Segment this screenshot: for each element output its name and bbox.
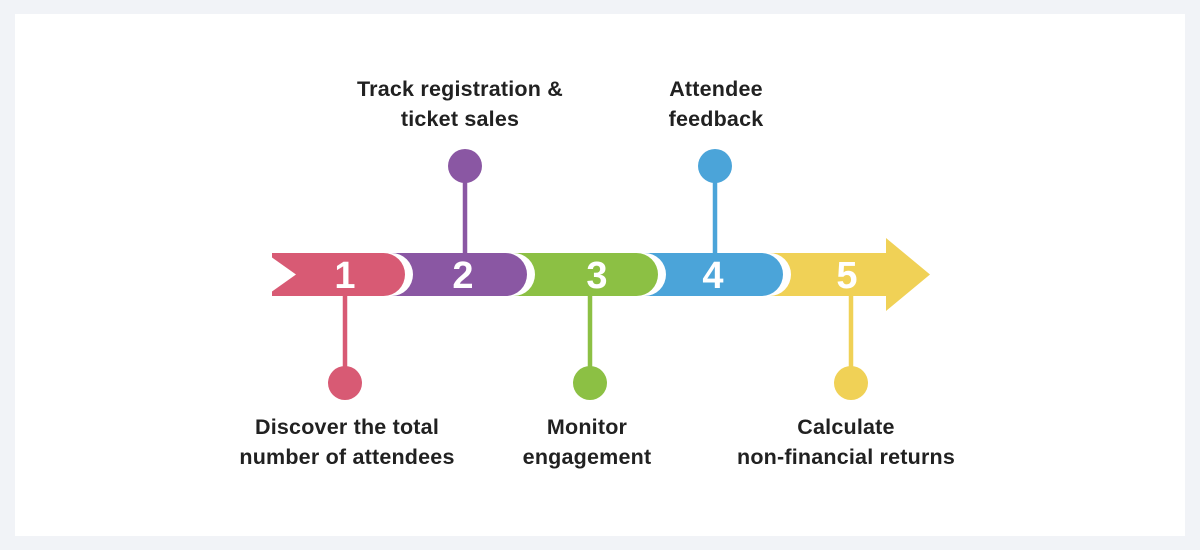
- step-2-segment: [391, 253, 527, 296]
- step-5-label: Calculate non-financial returns: [736, 415, 956, 469]
- step-3-number: 3: [586, 255, 607, 297]
- step-4-number: 4: [702, 255, 723, 297]
- step-5-number: 5: [836, 255, 857, 297]
- step-3-dot: [573, 366, 607, 400]
- step-3-label: Monitor engagement: [522, 415, 652, 469]
- step-2-connector: [448, 149, 482, 253]
- step-3-stem: [587, 296, 593, 368]
- step-1-segment: [272, 253, 405, 296]
- step-4-segment: [644, 253, 783, 296]
- step-1-stem: [342, 296, 348, 368]
- step-2-label: Track registration & ticket sales: [357, 77, 563, 131]
- step-5-stem: [848, 296, 854, 368]
- step-3-segment: [513, 253, 658, 296]
- step-1-connector: [328, 296, 362, 400]
- step-2-dot: [448, 149, 482, 183]
- step-4-connector: [698, 149, 732, 253]
- step-1-number: 1: [334, 255, 355, 297]
- step-5-connector: [834, 296, 868, 400]
- step-4-stem: [712, 182, 718, 253]
- step-3-connector: [573, 296, 607, 400]
- step-5-dot: [834, 366, 868, 400]
- step-1-label: Discover the total number of attendees: [239, 415, 455, 469]
- step-2-number: 2: [452, 255, 473, 297]
- step-5-segment-arrow: [769, 238, 930, 311]
- step-2-stem: [462, 182, 468, 253]
- step-1-dot: [328, 366, 362, 400]
- step-4-dot: [698, 149, 732, 183]
- step-4-label: Attendee feedback: [668, 77, 764, 131]
